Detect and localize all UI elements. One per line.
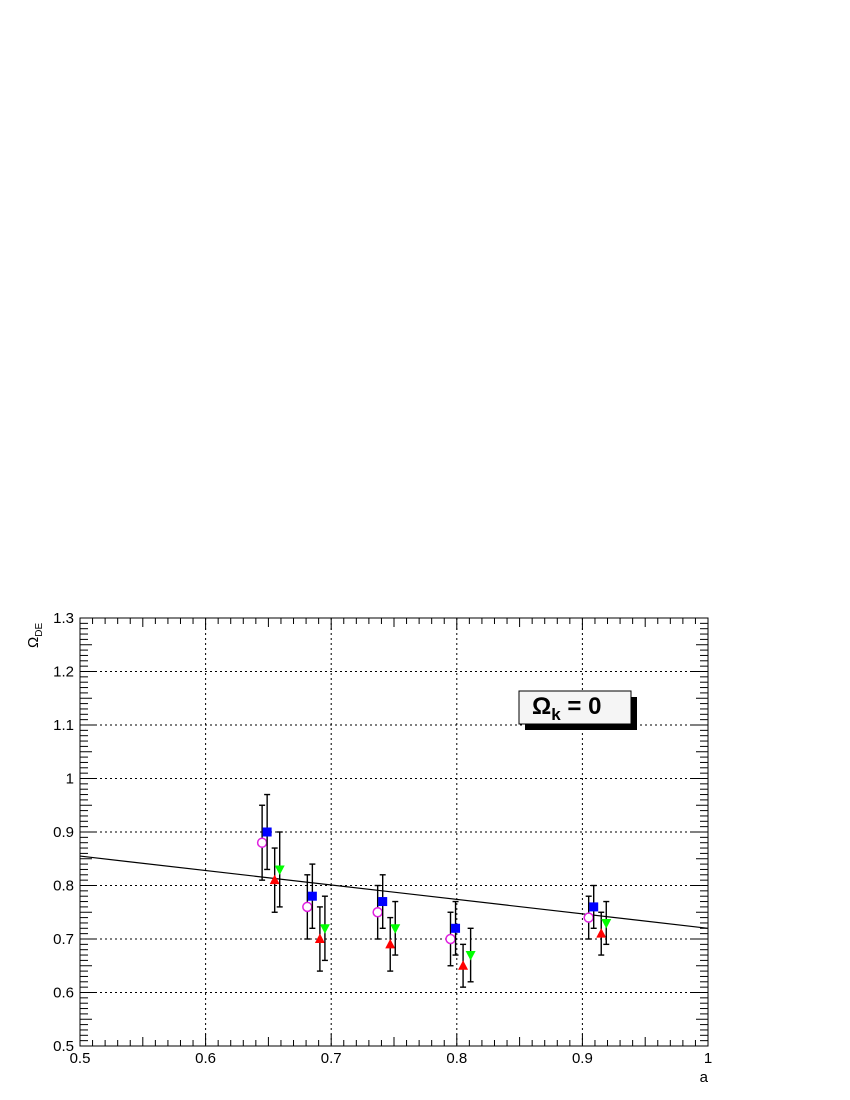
annotation-main: Ω [532, 693, 551, 720]
data-point [319, 924, 330, 934]
x-tick-label: 0.5 [70, 1050, 91, 1067]
plot-frame [79, 617, 709, 1047]
annotation-sub: k [551, 705, 561, 724]
y-tick-label: 1.3 [53, 610, 74, 627]
x-tick-label: 0.9 [572, 1050, 593, 1067]
x-tick-label: 0.6 [195, 1050, 216, 1067]
x-tick-label: 0.8 [446, 1050, 467, 1067]
data-point [589, 902, 599, 912]
annotation-rest: = 0 [561, 693, 602, 720]
axis-ticks [79, 617, 709, 1047]
tick-labels: 0.5 0.6 0.7 0.8 0.9 1 0.5 0.6 0.7 0.8 0.9 1 1.1 1.2 1.… [53, 610, 712, 1067]
data-point [378, 897, 388, 907]
y-tick-label: 0.7 [53, 931, 74, 948]
series-triangle-down [274, 831, 612, 983]
y-tick-label: 1.2 [53, 664, 74, 681]
data-point [372, 907, 383, 918]
annotation-background [518, 690, 632, 725]
data-point [302, 901, 313, 913]
data-point [465, 951, 476, 961]
data-point [583, 912, 594, 923]
fit-line [79, 855, 709, 929]
data-point [601, 918, 612, 929]
x-tick-label: 0.7 [321, 1050, 342, 1067]
grid-lines [80, 618, 708, 1046]
y-tick-label: 0.8 [53, 878, 74, 895]
y-tick-label: 0.6 [53, 985, 74, 1002]
y-axis-title: ΩDE [25, 623, 45, 648]
y-tick-label: 0.9 [53, 824, 74, 841]
data-point [385, 938, 396, 949]
data-point [451, 923, 461, 933]
data-points [256, 793, 612, 988]
annotation-box: Ωk = 0 [518, 690, 637, 730]
series-open-circle [256, 804, 594, 967]
y-tick-label: 0.5 [53, 1038, 74, 1055]
data-point [314, 933, 325, 943]
series-triangle-up [269, 847, 607, 988]
data-point [445, 933, 456, 945]
y-tick-label: 1.1 [53, 717, 74, 734]
x-tick-label: 1 [704, 1050, 712, 1067]
data-point [262, 827, 272, 837]
y-axis-title-main: Ω [25, 637, 42, 648]
data-point [458, 960, 469, 970]
data-point [269, 874, 280, 885]
data-point [307, 891, 317, 901]
y-axis-title-sub: DE [34, 623, 45, 637]
data-point [390, 924, 401, 934]
annotation-text: Ωk = 0 [532, 693, 601, 724]
fit-line-group [79, 855, 709, 929]
series-square [262, 793, 599, 956]
x-axis-title: a [700, 1069, 709, 1086]
y-tick-label: 1 [66, 771, 74, 788]
data-point [596, 928, 607, 938]
data-point [274, 865, 285, 875]
data-point [256, 837, 268, 848]
